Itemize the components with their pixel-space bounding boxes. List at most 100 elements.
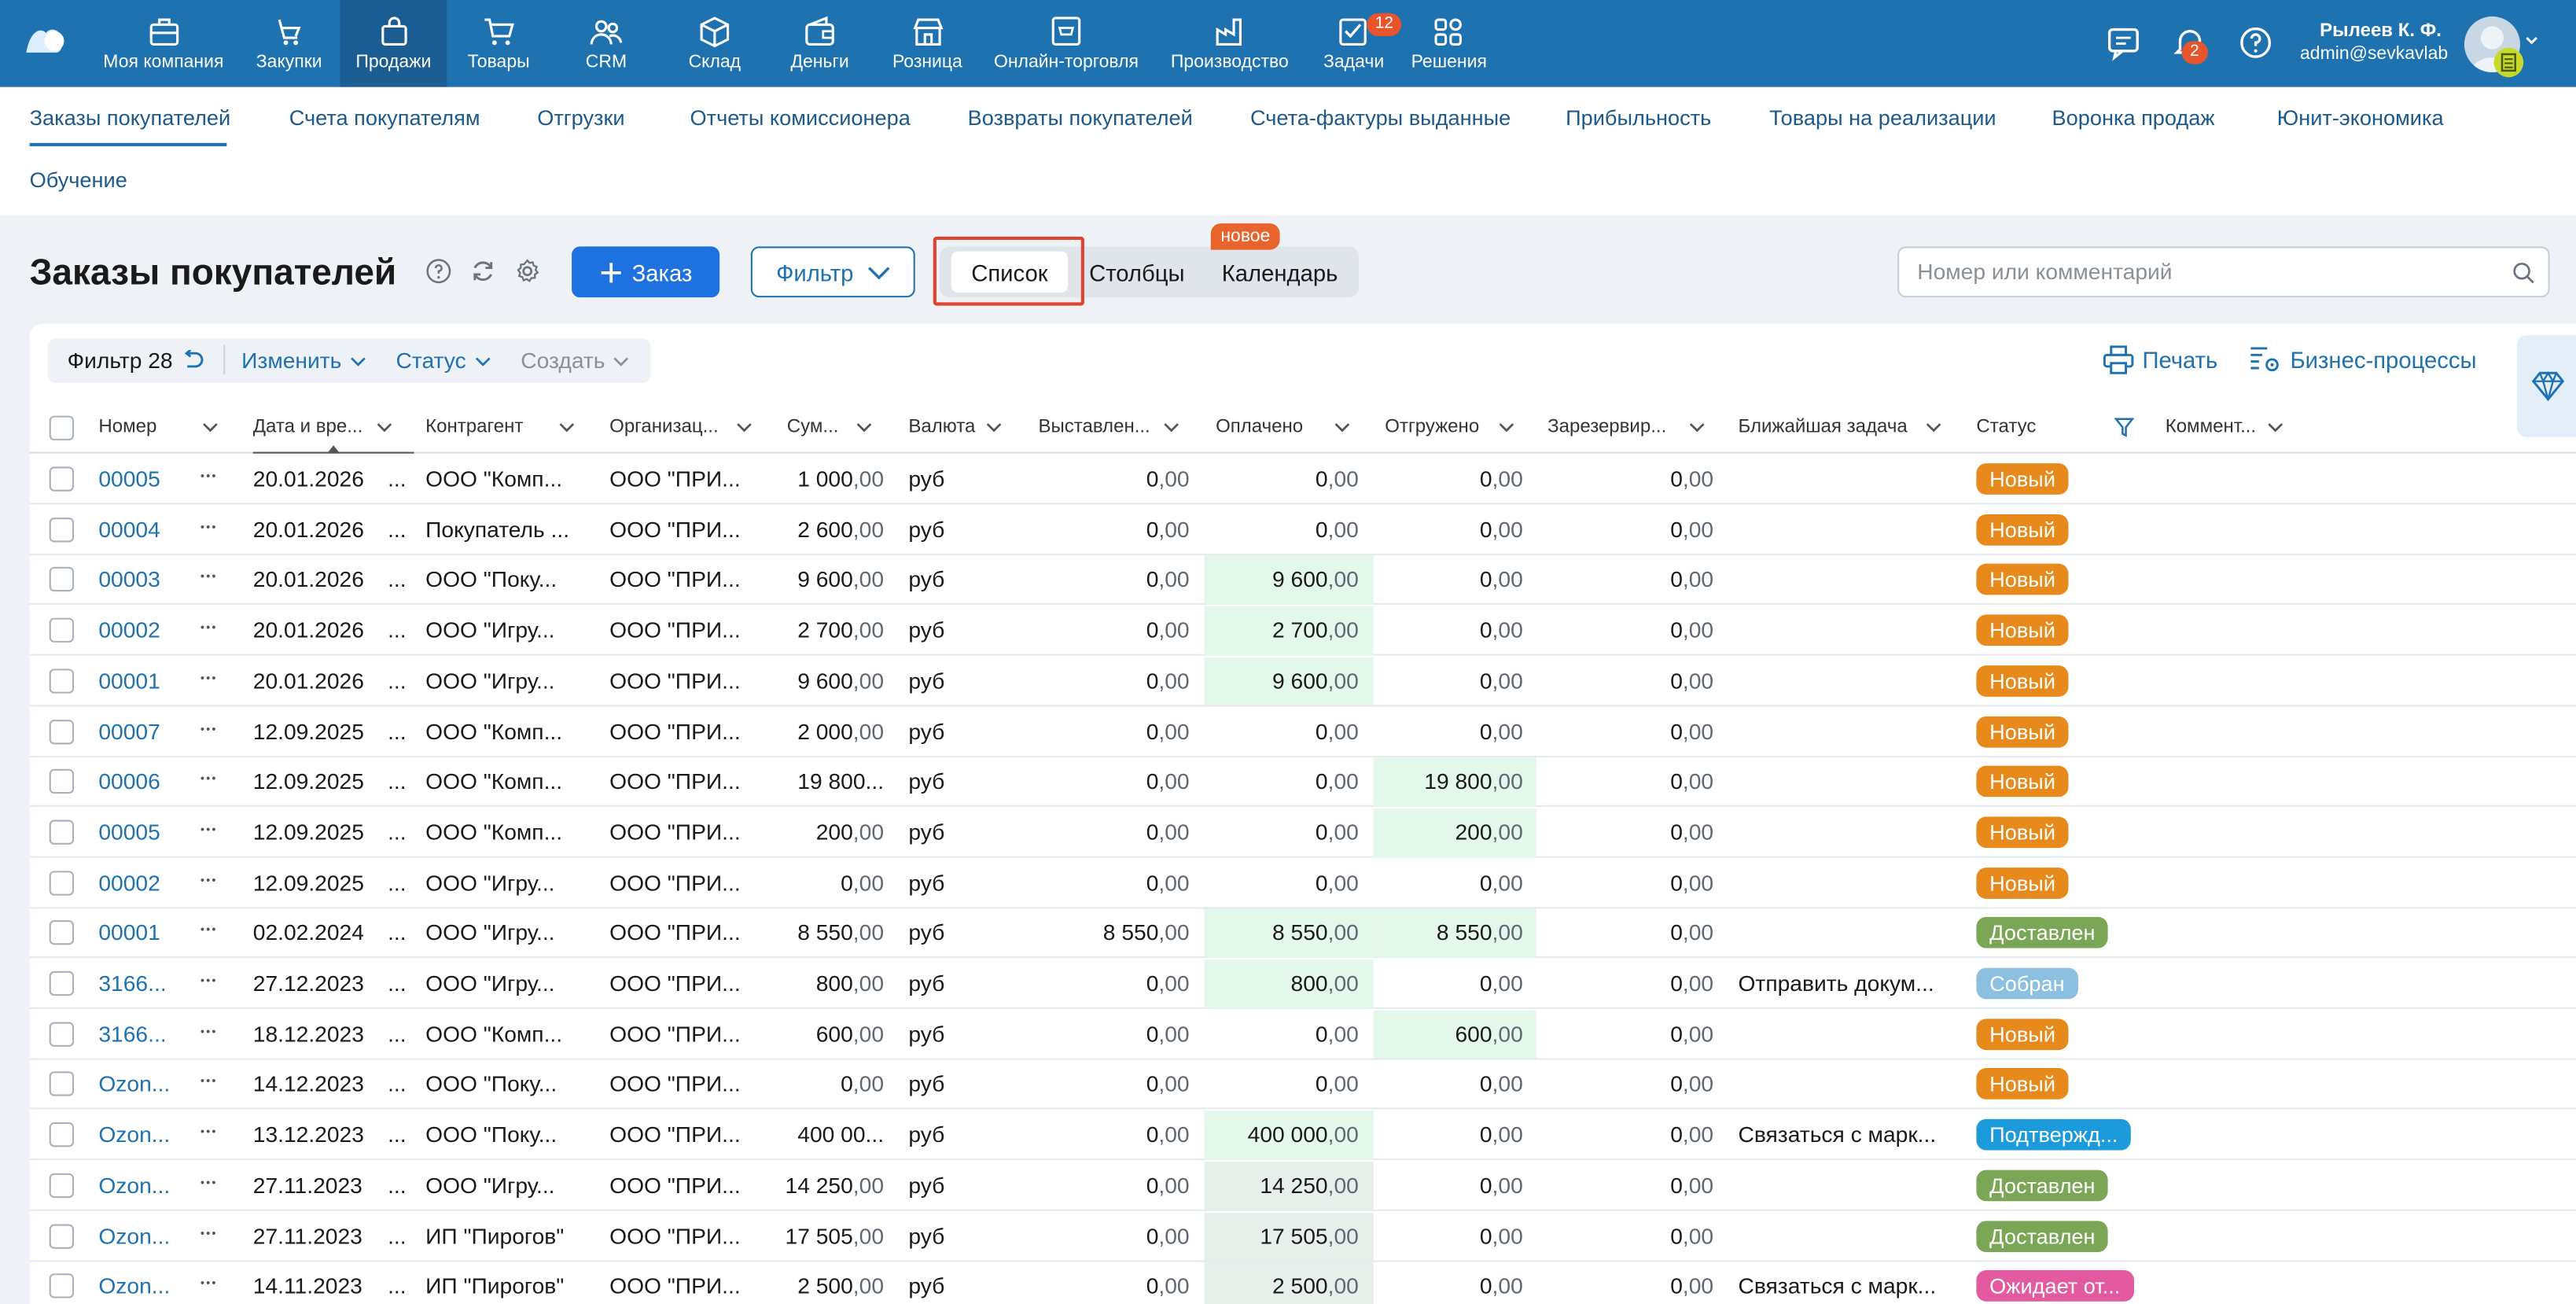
status-badge[interactable]: Новый	[1976, 514, 2069, 545]
nav-item-9[interactable]: Производство	[1150, 0, 1310, 87]
business-process-button[interactable]: Бизнес-процессы	[2290, 346, 2477, 374]
row-checkbox[interactable]	[49, 719, 75, 744]
status-badge[interactable]: Новый	[1976, 816, 2069, 848]
status-badge[interactable]: Новый	[1976, 715, 2069, 747]
moysklad-logo-icon[interactable]	[23, 23, 65, 56]
nav-item-6[interactable]: Деньги	[767, 0, 873, 87]
nav-item-10[interactable]: Задачи 12	[1309, 0, 1402, 87]
nav-item-3[interactable]: Товары	[447, 0, 550, 87]
nav-item-2[interactable]: Продажи	[340, 0, 447, 87]
nav-item-0[interactable]: Моя компания	[89, 0, 238, 87]
row-more-menu-button[interactable]: •••	[200, 1177, 218, 1190]
column-sort-chevron-icon[interactable]	[856, 422, 873, 433]
column-header-6[interactable]: Выставлен...	[1038, 417, 1150, 437]
row-checkbox[interactable]	[49, 1223, 75, 1248]
status-filter-funnel-icon[interactable]	[2114, 418, 2135, 437]
column-sort-chevron-icon[interactable]	[736, 422, 753, 433]
row-more-menu-button[interactable]: •••	[200, 673, 218, 685]
order-number-link[interactable]: 00006	[98, 769, 160, 794]
status-badge[interactable]: Новый	[1976, 463, 2069, 495]
row-more-menu-button[interactable]: •••	[200, 623, 218, 635]
row-checkbox[interactable]	[49, 466, 75, 492]
status-badge[interactable]: Новый	[1976, 665, 2069, 697]
status-badge[interactable]: Доставлен	[1976, 1170, 2109, 1201]
row-more-menu-button[interactable]: •••	[200, 1228, 218, 1240]
row-more-menu-button[interactable]: •••	[200, 875, 218, 887]
row-checkbox[interactable]	[49, 1173, 75, 1198]
column-header-4[interactable]: Сум...	[786, 417, 839, 437]
status-menu[interactable]: Статус	[396, 348, 466, 374]
print-button[interactable]: Печать	[2142, 346, 2218, 374]
order-number-link[interactable]: Ozon...	[98, 1273, 171, 1298]
help-icon[interactable]	[2238, 24, 2274, 61]
table-row[interactable]	[29, 705, 2576, 757]
view-columns-tab[interactable]: Столбцы	[1089, 259, 1185, 285]
status-badge[interactable]: Новый	[1976, 867, 2069, 898]
column-header-8[interactable]: Отгружено	[1385, 417, 1480, 437]
subnav-item-9[interactable]: Юнит-экономика	[2276, 105, 2444, 131]
column-header-12[interactable]: Коммент...	[2165, 417, 2257, 437]
row-more-menu-button[interactable]: •••	[200, 1077, 218, 1089]
column-sort-chevron-icon[interactable]	[376, 422, 392, 433]
row-more-menu-button[interactable]: •••	[200, 824, 218, 837]
filter-button[interactable]: Фильтр	[750, 246, 915, 298]
table-row[interactable]	[29, 1059, 2576, 1111]
table-row[interactable]	[29, 504, 2576, 555]
nearest-task[interactable]: Связаться с марк...	[1738, 1273, 1937, 1298]
order-number-link[interactable]: 00001	[98, 668, 160, 694]
subnav-item-5[interactable]: Счета-фактуры выданные	[1249, 105, 1511, 131]
row-checkbox[interactable]	[49, 567, 75, 592]
status-badge[interactable]: Доставлен	[1976, 917, 2109, 949]
column-header-10[interactable]: Ближайшая задача	[1738, 417, 1908, 437]
create-order-button[interactable]: Заказ	[572, 246, 720, 298]
create-menu[interactable]: Создать	[521, 348, 605, 374]
column-sort-chevron-icon[interactable]	[2267, 422, 2283, 433]
row-checkbox[interactable]	[49, 668, 75, 694]
row-more-menu-button[interactable]: •••	[200, 774, 218, 786]
nav-item-1[interactable]: Закупки	[238, 0, 340, 87]
row-checkbox[interactable]	[49, 870, 75, 895]
row-checkbox[interactable]	[49, 971, 75, 996]
status-badge[interactable]: Ожидает от...	[1976, 1270, 2134, 1302]
subnav-item-7[interactable]: Товары на реализации	[1769, 105, 1996, 131]
edit-menu[interactable]: Изменить	[241, 348, 342, 374]
filter-count[interactable]: Фильтр 28	[67, 348, 173, 374]
column-sort-chevron-icon[interactable]	[1334, 422, 1351, 433]
column-header-3[interactable]: Организац...	[609, 417, 719, 437]
row-checkbox[interactable]	[49, 769, 75, 794]
row-more-menu-button[interactable]: •••	[200, 1278, 218, 1291]
table-row[interactable]	[29, 756, 2576, 808]
order-number-link[interactable]: 00005	[98, 466, 160, 492]
column-header-7[interactable]: Оплачено	[1216, 417, 1304, 437]
user-name[interactable]: Рылеев К. Ф.	[2320, 21, 2442, 42]
column-header-11[interactable]: Статус	[1976, 417, 2037, 437]
order-number-link[interactable]: Ozon...	[98, 1223, 171, 1248]
nav-item-7[interactable]: Розница	[872, 0, 982, 87]
status-badge[interactable]: Новый	[1976, 614, 2069, 646]
row-checkbox[interactable]	[49, 617, 75, 643]
subnav-item-6[interactable]: Прибыльность	[1566, 105, 1712, 131]
column-header-0[interactable]: Номер	[98, 417, 157, 437]
nav-item-11[interactable]: Решения	[1398, 0, 1500, 87]
search-input[interactable]: Номер или комментарий	[1897, 246, 2550, 298]
column-header-5[interactable]: Валюта	[908, 417, 976, 437]
row-checkbox[interactable]	[49, 1021, 75, 1047]
subnav-item-3[interactable]: Отчеты комиссионера	[690, 105, 911, 131]
tariff-status-icon[interactable]	[2492, 46, 2525, 79]
row-more-menu-button[interactable]: •••	[200, 1127, 218, 1140]
user-email[interactable]: admin@sevkavlab	[2300, 44, 2449, 64]
column-sort-chevron-icon[interactable]	[558, 422, 575, 433]
column-sort-chevron-icon[interactable]	[1689, 422, 1706, 433]
status-badge[interactable]: Новый	[1976, 1018, 2069, 1050]
order-number-link[interactable]: Ozon...	[98, 1173, 171, 1198]
print-icon[interactable]	[2103, 345, 2134, 375]
nearest-task[interactable]: Связаться с марк...	[1738, 1122, 1937, 1147]
order-number-link[interactable]: 00001	[98, 920, 160, 945]
business-process-icon[interactable]	[2249, 345, 2282, 375]
status-badge[interactable]: Новый	[1976, 564, 2069, 596]
row-more-menu-button[interactable]: •••	[200, 1026, 218, 1038]
order-number-link[interactable]: 00005	[98, 820, 160, 845]
nav-item-8[interactable]: Онлайн-торговля	[982, 0, 1150, 87]
select-all-checkbox[interactable]	[49, 415, 75, 440]
row-checkbox[interactable]	[49, 1072, 75, 1097]
